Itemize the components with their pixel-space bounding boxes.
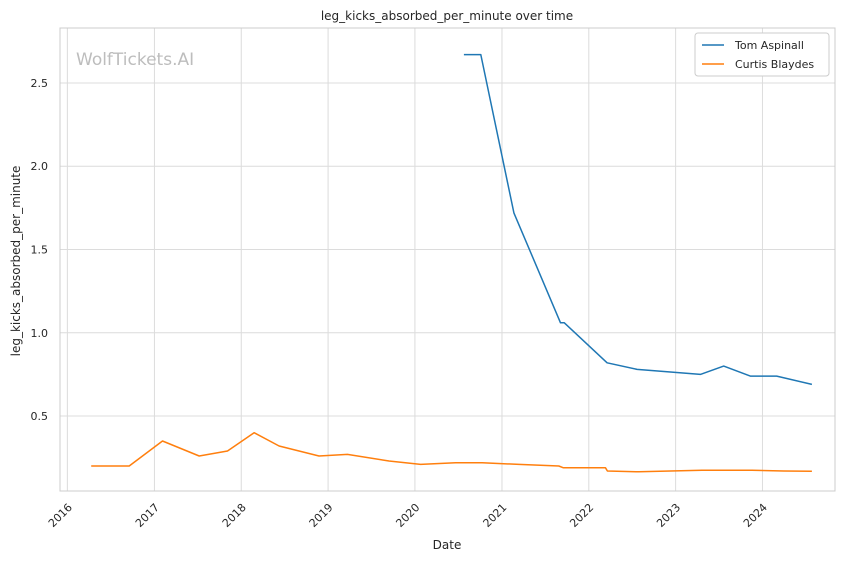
x-tick-label: 2016 xyxy=(46,501,75,530)
x-tick-label: 2018 xyxy=(220,501,249,530)
legend-box xyxy=(694,32,830,77)
x-tick-label: 2020 xyxy=(393,501,422,530)
x-tick-label: 2019 xyxy=(307,501,336,530)
legend-label-curtis-blaydes: Curtis Blaydes xyxy=(735,58,814,71)
chart-title: leg_kicks_absorbed_per_minute over time xyxy=(321,9,573,23)
legend: Tom Aspinall Curtis Blaydes xyxy=(694,32,830,77)
x-tick-label: 2024 xyxy=(741,501,770,530)
plot-frame xyxy=(59,27,836,492)
y-axis-label: leg_kicks_absorbed_per_minute xyxy=(9,166,23,357)
legend-label-tom-aspinall: Tom Aspinall xyxy=(734,39,804,52)
y-tick-label: 1.5 xyxy=(31,244,49,257)
y-tick-label: 2.0 xyxy=(31,160,49,173)
grid-lines xyxy=(60,28,835,491)
series-line-tom-aspinall xyxy=(463,53,813,386)
x-axis-label: Date xyxy=(433,538,462,552)
x-tick-label: 2021 xyxy=(481,501,510,530)
watermark-text: WolfTickets.AI xyxy=(76,50,194,70)
x-tick-label: 2017 xyxy=(133,501,162,530)
x-tick-label: 2023 xyxy=(654,501,683,530)
series-lines xyxy=(91,53,813,473)
series-line-curtis-blaydes xyxy=(91,431,812,473)
y-tick-label: 0.5 xyxy=(31,410,49,423)
y-tick-label: 2.5 xyxy=(31,77,49,90)
x-tick-label: 2022 xyxy=(567,501,596,530)
y-tick-label: 1.0 xyxy=(31,327,49,340)
